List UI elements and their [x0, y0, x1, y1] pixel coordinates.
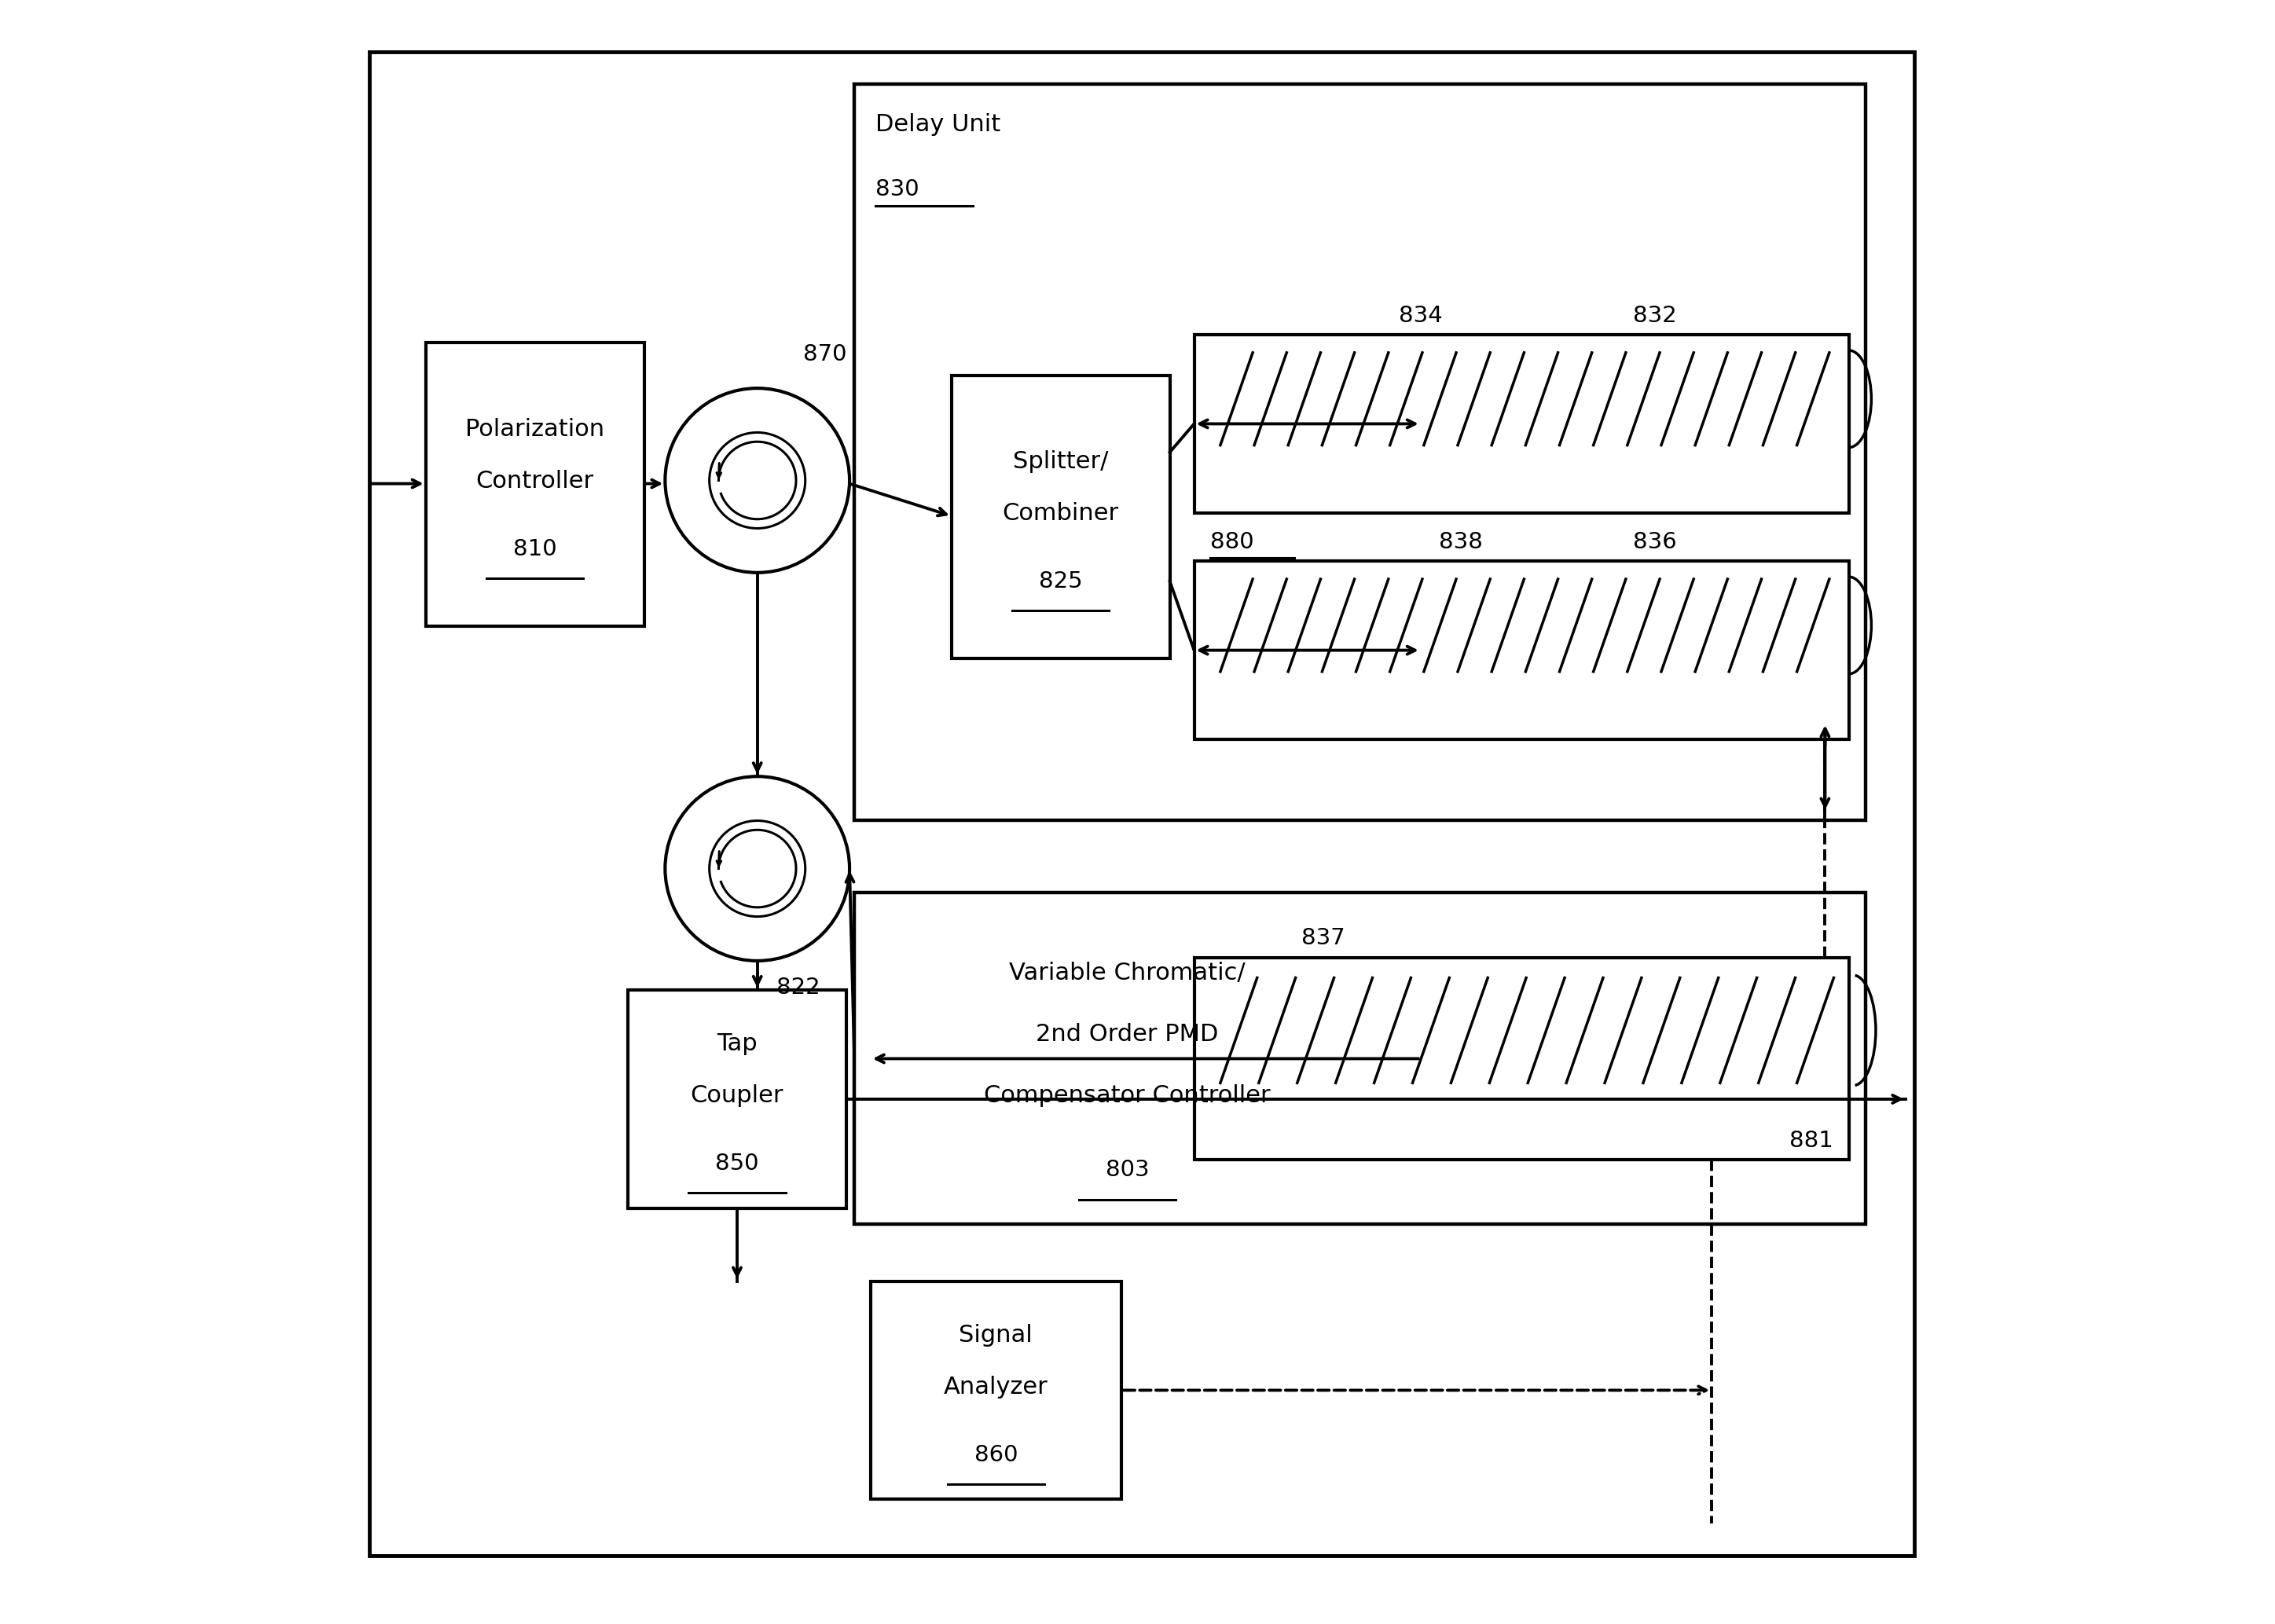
Text: Compensator Controller: Compensator Controller — [985, 1085, 1272, 1108]
Text: 838: 838 — [1440, 531, 1483, 554]
Bar — [855, 84, 1865, 820]
Text: 870: 870 — [803, 343, 846, 365]
Text: 825: 825 — [1040, 570, 1083, 593]
Text: Signal: Signal — [960, 1324, 1033, 1346]
Bar — [425, 343, 644, 625]
Bar — [855, 893, 1865, 1224]
Text: 837: 837 — [1301, 927, 1345, 950]
Bar — [871, 1281, 1122, 1499]
Text: Variable Chromatic/: Variable Chromatic/ — [1010, 961, 1244, 984]
Text: 850: 850 — [714, 1153, 760, 1174]
Bar — [1194, 335, 1850, 513]
Text: 834: 834 — [1399, 305, 1442, 326]
Text: Delay Unit: Delay Unit — [876, 114, 1001, 136]
Text: 832: 832 — [1633, 305, 1677, 326]
Text: 2nd Order PMD: 2nd Order PMD — [1035, 1023, 1219, 1046]
Text: 803: 803 — [1106, 1160, 1149, 1181]
Bar — [1194, 958, 1850, 1160]
Bar — [1194, 562, 1850, 739]
Text: 881: 881 — [1788, 1130, 1834, 1151]
Text: Splitter/: Splitter/ — [1012, 450, 1108, 473]
Bar — [628, 991, 846, 1208]
Text: Combiner: Combiner — [1003, 502, 1119, 525]
Text: 830: 830 — [876, 179, 919, 200]
Bar — [951, 375, 1169, 658]
Text: 860: 860 — [974, 1444, 1017, 1466]
Text: Coupler: Coupler — [692, 1085, 783, 1108]
Text: Tap: Tap — [717, 1033, 758, 1056]
Text: 810: 810 — [514, 538, 557, 560]
Text: Polarization: Polarization — [466, 417, 605, 440]
Text: 822: 822 — [776, 978, 821, 999]
Text: 836: 836 — [1633, 531, 1677, 554]
Text: Controller: Controller — [475, 469, 594, 492]
Text: 880: 880 — [1210, 531, 1254, 554]
Text: Analyzer: Analyzer — [944, 1376, 1049, 1398]
